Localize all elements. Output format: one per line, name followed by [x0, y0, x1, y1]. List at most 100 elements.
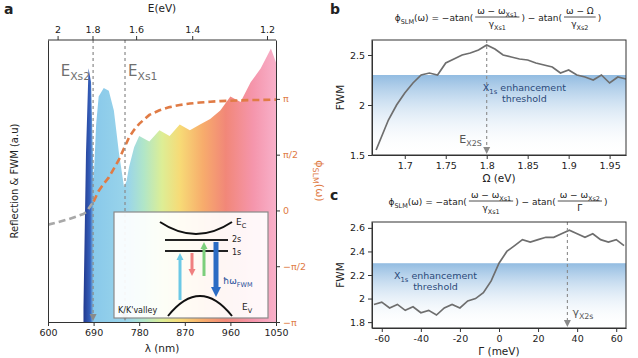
- y-axis-tick-label: 2: [359, 100, 365, 111]
- formula-denominator: γXs1: [489, 19, 506, 32]
- inset-label: 1s: [232, 248, 241, 257]
- formula-numerator-part: ω − Ω: [566, 6, 594, 16]
- x2-axis-tick-label: 2: [55, 24, 61, 35]
- annotation-label-part: X2s: [579, 312, 594, 321]
- threshold-label-part: threshold: [413, 281, 458, 292]
- formula-bar: [564, 17, 596, 18]
- y2-axis-tick-label: −π: [283, 317, 297, 328]
- panel-label: c: [330, 187, 338, 203]
- x-axis-tick: 1.7: [398, 155, 413, 171]
- x-axis-tick: 1.95: [600, 155, 621, 171]
- y2-axis-title-part: SLM: [311, 168, 320, 184]
- y-axis-title: Reflection & FWM (a.u): [9, 124, 20, 239]
- x-axis-tick-label: 60: [611, 333, 623, 344]
- x2-axis-tick-label: 1.4: [185, 24, 200, 35]
- y-axis: 1.5 2 2.5: [350, 41, 373, 161]
- y-axis-tick-mark: [368, 251, 372, 252]
- x-axis-tick-label: 960: [222, 327, 240, 338]
- formula-numerator-part: ω − ω: [560, 190, 588, 200]
- y-axis-tick-mark: [368, 105, 372, 106]
- x2-axis-tick-mark: [192, 36, 193, 40]
- x-axis: 1.71.751.81.851.91.95: [373, 155, 627, 171]
- x-axis-tick: -20: [453, 328, 469, 344]
- x-axis-tick: 780: [131, 322, 149, 338]
- plot-frame: [372, 40, 626, 155]
- x-axis-tick-label: 1.9: [562, 160, 577, 171]
- annotation-label: EXs2: [61, 62, 90, 83]
- x-axis: 6006907808709601050: [39, 322, 288, 338]
- threshold-label: threshold: [502, 93, 547, 104]
- x-axis-tick-mark: [94, 322, 95, 326]
- phase-line: [94, 100, 276, 202]
- y-axis-title-part: FWM: [334, 85, 346, 110]
- y-axis-tick-label: 1.8: [350, 317, 365, 328]
- x-axis-tick-mark: [185, 322, 186, 326]
- formula-text: ϕSLM(ω) = −atan(: [389, 197, 467, 210]
- y2-axis-tick-mark: [276, 266, 280, 267]
- y-axis-tick-mark: [368, 55, 372, 56]
- y-axis-tick: 2.2: [350, 270, 372, 281]
- formula: ϕSLM(ω) = −atan(ω − ωXs1γXs1) − atan(ω −…: [395, 6, 601, 32]
- x-axis-tick-label: -40: [414, 333, 430, 344]
- annotation-arrow: [483, 147, 490, 154]
- x-axis-tick: 600: [39, 322, 57, 338]
- x-axis-tick-label: 1.7: [398, 160, 413, 171]
- x-axis-tick-mark: [382, 328, 383, 332]
- x-axis-tick-label: 1.95: [600, 160, 621, 171]
- y-axis-title-part: FWM: [334, 262, 346, 287]
- panel-label-part: c: [330, 187, 338, 203]
- formula-text: ): [598, 13, 602, 23]
- y-axis-tick-mark: [368, 275, 372, 276]
- y-axis-tick-mark: [368, 155, 372, 156]
- inset-arrow: [214, 242, 219, 287]
- x-axis-line: [49, 322, 277, 323]
- y2-axis-tick-label: −π/2: [283, 261, 306, 272]
- y2-axis-tick: π: [276, 93, 289, 104]
- y-axis-tick: 1.8: [350, 317, 372, 328]
- x-axis-tick-mark: [230, 322, 231, 326]
- x-axis-tick-label: 1050: [264, 327, 288, 338]
- x-axis-title-part: λ (nm): [145, 342, 180, 354]
- threshold-label: threshold: [413, 281, 458, 292]
- y2-axis-line: [276, 41, 277, 323]
- formula-text-part: ) − atan(: [521, 13, 562, 23]
- conduction-band: [160, 222, 232, 234]
- x-axis-tick-mark: [610, 155, 611, 159]
- formula-text: ): [604, 197, 608, 207]
- x-axis-tick: 1.8: [480, 155, 495, 171]
- y-axis-tick-label: 2.4: [350, 246, 365, 257]
- y-axis-tick-label: 2.2: [350, 270, 365, 281]
- formula-denominator: γXs1: [482, 203, 499, 216]
- plot-marks: [372, 222, 626, 328]
- y-axis-tick: 2.5: [350, 50, 372, 61]
- x2-axis-title: E(eV): [148, 2, 176, 14]
- x-axis-title: λ (nm): [145, 342, 180, 354]
- y-axis-tick: 1.5: [350, 150, 372, 161]
- x-axis-tick: 0: [496, 328, 502, 344]
- x-axis-tick: 20: [533, 328, 545, 344]
- x2-axis-tick-label: 1.2: [260, 24, 275, 35]
- x-axis-tick-mark: [616, 328, 617, 332]
- y-axis-title: FWM: [334, 262, 346, 287]
- inset-label: ħωFWM: [223, 276, 253, 289]
- inset-arrow-head: [189, 269, 196, 276]
- x-axis-tick-label: 780: [131, 327, 149, 338]
- x-axis-tick-mark: [499, 328, 500, 332]
- panel-label-part: a: [4, 1, 13, 17]
- formula-bar: [469, 201, 513, 202]
- phase-line: [48, 202, 94, 225]
- y2-axis-tick-label: π/2: [283, 149, 298, 160]
- threshold-label-part: threshold: [502, 93, 547, 104]
- x-axis-tick-label: 40: [572, 333, 584, 344]
- y2-axis: −π−π/20π/2π: [276, 41, 306, 328]
- plot-marks: [372, 40, 626, 155]
- x-axis-tick: -40: [414, 328, 430, 344]
- panel-b: EX2SX1s enhancementthreshold1.71.751.81.…: [330, 1, 627, 184]
- annotation-label-part: Xs1: [137, 70, 157, 83]
- inset-arrow-head: [177, 253, 184, 260]
- formula-denominator-part: Xs1: [494, 24, 506, 32]
- y-axis-tick-label: 2: [359, 293, 365, 304]
- formula-denominator-part: Xs2: [577, 24, 589, 32]
- y2-axis-tick-label: π: [283, 93, 289, 104]
- valence-band: [168, 296, 232, 316]
